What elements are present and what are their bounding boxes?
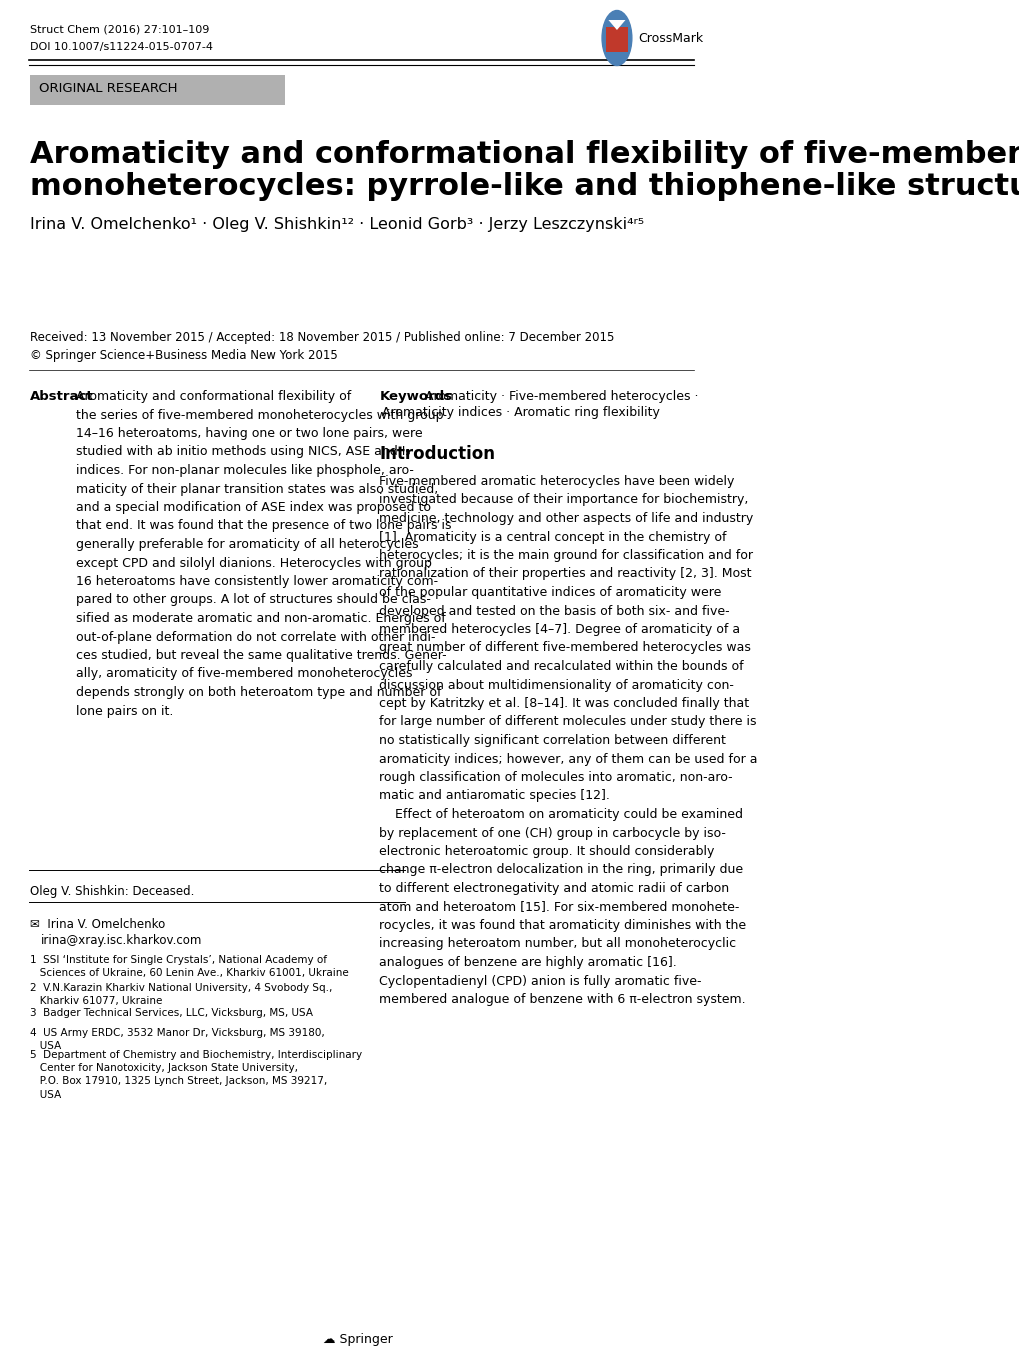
Text: ☁ Springer: ☁ Springer [323, 1333, 392, 1347]
FancyBboxPatch shape [30, 75, 284, 104]
Text: CrossMark: CrossMark [638, 31, 703, 45]
Text: 3  Badger Technical Services, LLC, Vicksburg, MS, USA: 3 Badger Technical Services, LLC, Vicksb… [30, 1008, 313, 1018]
Text: 2  V.N.Karazin Kharkiv National University, 4 Svobody Sq.,
   Kharkiv 61077, Ukr: 2 V.N.Karazin Kharkiv National Universit… [30, 982, 332, 1007]
Text: Abstract: Abstract [30, 390, 94, 402]
Text: Aromaticity · Five-membered heterocycles ·: Aromaticity · Five-membered heterocycles… [425, 390, 698, 402]
Text: Five-membered aromatic heterocycles have been widely
investigated because of the: Five-membered aromatic heterocycles have… [379, 476, 757, 1005]
Text: ✉  Irina V. Omelchenko: ✉ Irina V. Omelchenko [30, 917, 165, 931]
Text: ORIGINAL RESEARCH: ORIGINAL RESEARCH [39, 81, 177, 95]
Text: Aromaticity indices · Aromatic ring flexibility: Aromaticity indices · Aromatic ring flex… [381, 406, 658, 419]
Ellipse shape [601, 11, 631, 65]
Text: Oleg V. Shishkin: Deceased.: Oleg V. Shishkin: Deceased. [30, 885, 194, 898]
Text: monoheterocycles: pyrrole-like and thiophene-like structures: monoheterocycles: pyrrole-like and thiop… [30, 172, 1019, 201]
Text: Struct Chem (2016) 27:101–109: Struct Chem (2016) 27:101–109 [30, 24, 209, 35]
Text: 5  Department of Chemistry and Biochemistry, Interdisciplinary
   Center for Nan: 5 Department of Chemistry and Biochemist… [30, 1050, 362, 1100]
Text: Received: 13 November 2015 / Accepted: 18 November 2015 / Published online: 7 De: Received: 13 November 2015 / Accepted: 1… [30, 332, 613, 344]
Text: DOI 10.1007/s11224-015-0707-4: DOI 10.1007/s11224-015-0707-4 [30, 42, 213, 51]
Text: Introduction: Introduction [379, 444, 495, 463]
Text: Aromaticity and conformational flexibility of five-membered: Aromaticity and conformational flexibili… [30, 140, 1019, 169]
Text: irina@xray.isc.kharkov.com: irina@xray.isc.kharkov.com [41, 934, 202, 947]
Text: 4  US Army ERDC, 3532 Manor Dr, Vicksburg, MS 39180,
   USA: 4 US Army ERDC, 3532 Manor Dr, Vicksburg… [30, 1028, 324, 1051]
Text: Keywords: Keywords [379, 390, 452, 402]
Bar [605, 27, 627, 51]
Text: Aromaticity and conformational flexibility of
the series of five-membered monohe: Aromaticity and conformational flexibili… [75, 390, 451, 718]
Text: © Springer Science+Business Media New York 2015: © Springer Science+Business Media New Yo… [30, 348, 337, 362]
Polygon shape [608, 20, 625, 30]
Text: 1  SSI ‘Institute for Single Crystals’, National Academy of
   Sciences of Ukrai: 1 SSI ‘Institute for Single Crystals’, N… [30, 955, 348, 978]
Text: Irina V. Omelchenko¹ · Oleg V. Shishkin¹² · Leonid Gorb³ · Jerzy Leszczynski⁴ʳ⁵: Irina V. Omelchenko¹ · Oleg V. Shishkin¹… [30, 218, 643, 233]
